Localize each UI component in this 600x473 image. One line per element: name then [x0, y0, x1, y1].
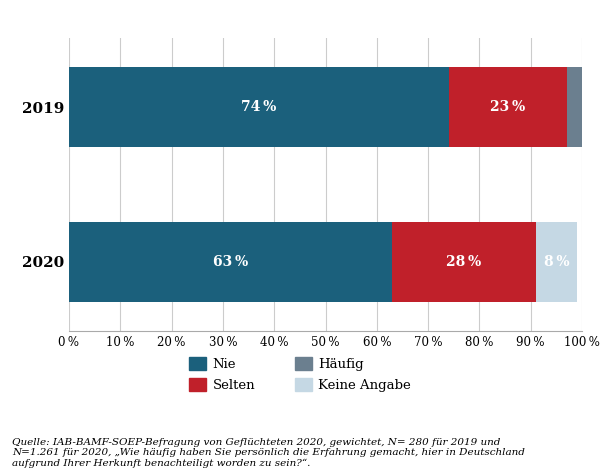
Legend: Nie, Selten, Häufig, Keine Angabe: Nie, Selten, Häufig, Keine Angabe: [184, 352, 416, 397]
Text: 23 %: 23 %: [490, 100, 525, 114]
Text: 74 %: 74 %: [241, 100, 277, 114]
Text: 8 %: 8 %: [544, 254, 569, 269]
Text: Quelle: IAB-BAMF-SOEP-Befragung von Geflüchteten 2020, gewichtet, N= 280 für 201: Quelle: IAB-BAMF-SOEP-Befragung von Gefl…: [12, 438, 525, 468]
Bar: [69, 67, 449, 148]
Text: 63 %: 63 %: [213, 254, 248, 269]
Bar: [536, 221, 577, 302]
Bar: [392, 221, 536, 302]
Bar: [449, 67, 566, 148]
Text: 28 %: 28 %: [446, 254, 482, 269]
Bar: [69, 221, 392, 302]
Bar: [566, 67, 582, 148]
